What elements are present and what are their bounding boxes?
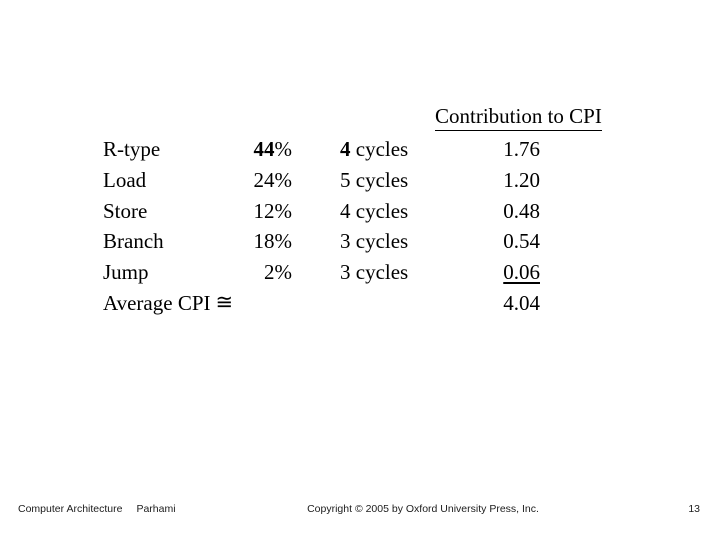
contribution-column-header: Contribution to CPI xyxy=(435,104,602,131)
cpi-table: R-type 44% 4 cycles 1.76 Load 24% 5 cycl… xyxy=(103,134,540,319)
average-cpi-value: 4.04 xyxy=(503,290,540,315)
cycles-value: 5 xyxy=(340,167,351,192)
cycles-cell: 3 cycles xyxy=(292,257,420,288)
cycles-word: cycles xyxy=(350,198,409,223)
percent-sign: % xyxy=(274,198,293,223)
contribution-value: 0.06 xyxy=(420,257,540,288)
footer-book-title: Computer Architecture xyxy=(18,503,123,515)
average-cpi-label-cell: Average CPI ≅ xyxy=(103,288,420,319)
table-row: Load 24% 5 cycles 1.20 xyxy=(103,165,540,196)
percent-sign: % xyxy=(274,137,293,161)
cycles-word: cycles xyxy=(350,229,409,254)
cycles-word: cycles xyxy=(350,260,409,285)
frequency-cell: 12% xyxy=(240,196,293,227)
frequency-value: 12 xyxy=(253,198,275,223)
cycles-value: 4 xyxy=(340,137,351,161)
frequency-cell: 18% xyxy=(240,226,293,257)
cycles-value: 4 xyxy=(340,198,351,223)
cycles-cell: 5 cycles xyxy=(292,165,420,196)
percent-sign: % xyxy=(274,229,293,254)
table-row: Store 12% 4 cycles 0.48 xyxy=(103,196,540,227)
frequency-value: 2 xyxy=(264,260,275,285)
cycles-word: cycles xyxy=(350,167,409,192)
frequency-cell: 44% xyxy=(240,134,293,165)
cycles-word: cycles xyxy=(350,137,409,161)
cycles-value: 3 xyxy=(340,260,351,285)
contribution-value: 1.20 xyxy=(503,167,540,192)
table-row: Jump 2% 3 cycles 0.06 xyxy=(103,257,540,288)
footer-page-number: 13 xyxy=(688,503,700,515)
contribution-value: 1.76 xyxy=(503,137,540,161)
cycles-cell: 4 cycles xyxy=(292,134,420,165)
instruction-label: Load xyxy=(103,167,147,192)
percent-sign: % xyxy=(274,167,293,192)
contribution-value: 0.54 xyxy=(503,229,540,254)
table-row: Branch 18% 3 cycles 0.54 xyxy=(103,226,540,257)
contribution-value: 0.48 xyxy=(503,198,540,223)
cycles-value: 3 xyxy=(340,229,351,254)
footer-copyright: Copyright © 2005 by Oxford University Pr… xyxy=(307,503,539,515)
percent-sign: % xyxy=(274,260,293,285)
instruction-label: Jump xyxy=(103,260,149,285)
underlined-contribution-value: 0.06 xyxy=(503,260,540,285)
frequency-value: 18 xyxy=(253,229,275,254)
instruction-label: Branch xyxy=(103,229,164,254)
footer-left: Computer Architecture Parhami xyxy=(18,503,176,515)
frequency-value: 24 xyxy=(253,167,275,192)
slide-footer: Computer Architecture Parhami Copyright ©… xyxy=(0,503,720,521)
average-cpi-row: Average CPI ≅ 4.04 xyxy=(103,288,540,319)
approx-equal-symbol: ≅ xyxy=(215,289,234,314)
instruction-label: Store xyxy=(103,198,148,223)
frequency-value: 44 xyxy=(253,137,275,161)
average-cpi-label: Average CPI xyxy=(103,290,211,315)
instruction-label: R-type xyxy=(103,137,161,161)
cycles-cell: 3 cycles xyxy=(292,226,420,257)
cycles-cell: 4 cycles xyxy=(292,196,420,227)
table-row: R-type 44% 4 cycles 1.76 xyxy=(103,134,540,165)
frequency-cell: 24% xyxy=(240,165,293,196)
frequency-cell: 2% xyxy=(240,257,292,288)
footer-author: Parhami xyxy=(136,503,176,515)
